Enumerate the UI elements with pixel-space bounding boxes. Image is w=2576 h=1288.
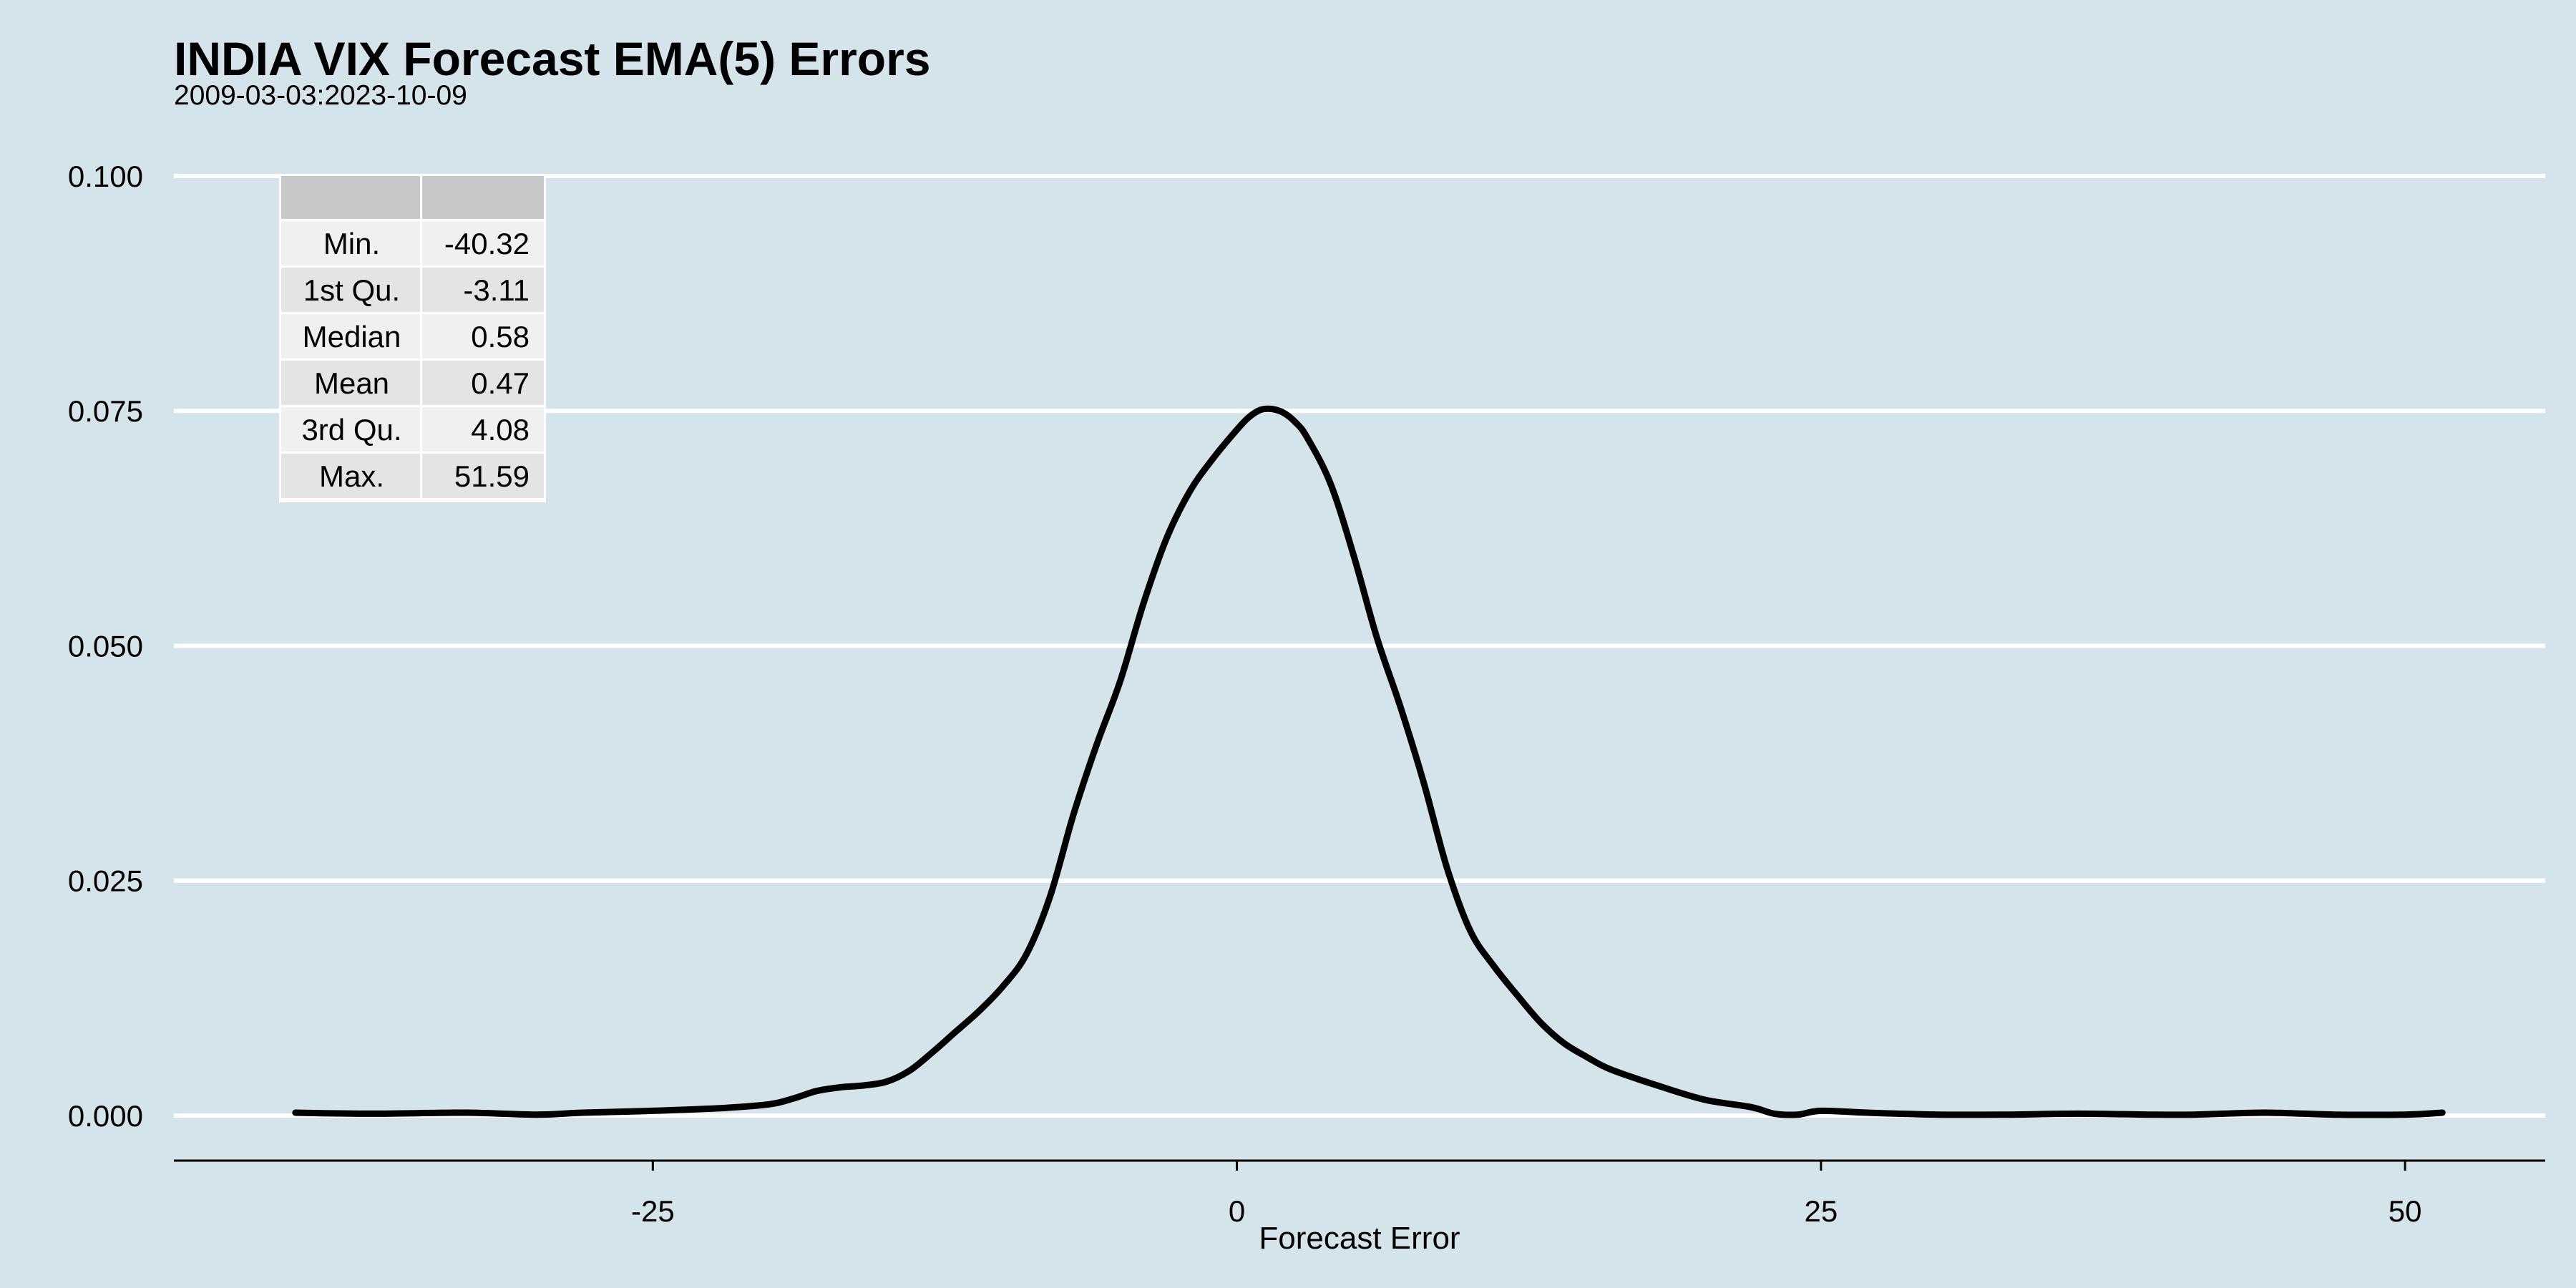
table-stat-value: 0.47 [471, 366, 530, 400]
table-cell [281, 454, 420, 498]
summary-table: Min. -40.32 1st Qu. -3.11 Median 0.58 Mean 0.47… [279, 174, 546, 502]
table-stat-value: 51.59 [454, 459, 530, 493]
table-header-cell [281, 176, 420, 219]
x-tick-label: 0 [1229, 1194, 1245, 1228]
table-cell [281, 221, 420, 265]
table-stat-label: Median [303, 320, 401, 353]
table-stat-label: Max. [319, 459, 384, 493]
y-tick-label: 0.100 [68, 160, 143, 193]
table-stat-value: 0.58 [471, 320, 530, 353]
table-cell [422, 361, 544, 405]
table-cell [281, 361, 420, 405]
chart-subtitle: 2009-03-03:2023-10-09 [174, 80, 467, 111]
x-axis: -25 0 25 50 [174, 1159, 2545, 1228]
y-tick-label: 0.025 [68, 864, 143, 898]
chart-title: INDIA VIX Forecast EMA(5) Errors [174, 32, 930, 85]
table-cell [422, 407, 544, 452]
table-cell [281, 268, 420, 312]
table-header-cell [422, 176, 544, 219]
x-tick-label: 50 [2389, 1194, 2422, 1228]
series-layer [292, 405, 2446, 1118]
x-axis-label: Forecast Error [1259, 1221, 1460, 1256]
table-cell [281, 407, 420, 452]
table-cell [422, 268, 544, 312]
table-stat-value: -40.32 [444, 227, 530, 260]
table-cell [422, 314, 544, 358]
table-stat-value: 4.08 [471, 413, 530, 447]
density-line [292, 405, 2446, 1118]
table-stat-label: 1st Qu. [303, 273, 400, 307]
table-cell [422, 221, 544, 265]
y-axis: 0.000 0.025 0.050 0.075 0.100 [68, 160, 143, 1133]
x-tick-label: -25 [631, 1194, 675, 1228]
table-stat-label: Mean [314, 366, 389, 400]
table-cell [422, 454, 544, 498]
table-stat-label: 3rd Qu. [301, 413, 401, 447]
y-tick-label: 0.000 [68, 1099, 143, 1133]
y-tick-label: 0.075 [68, 394, 143, 428]
x-tick-label: 25 [1804, 1194, 1838, 1228]
y-tick-label: 0.050 [68, 629, 143, 663]
table-stat-label: Min. [323, 227, 380, 260]
table-cell [281, 314, 420, 358]
table-stat-value: -3.11 [463, 273, 530, 307]
